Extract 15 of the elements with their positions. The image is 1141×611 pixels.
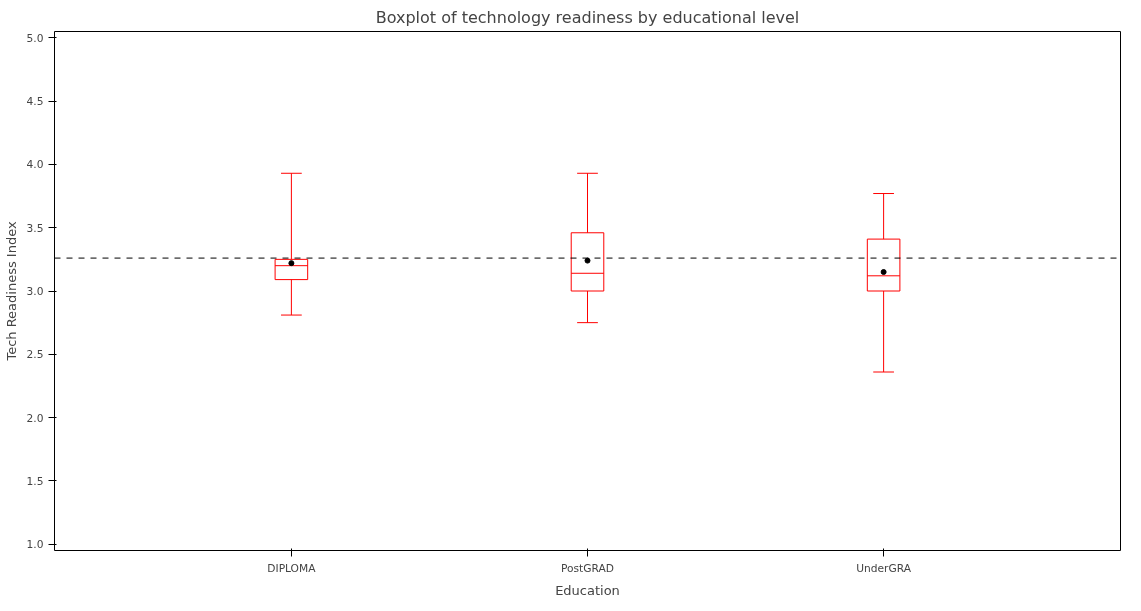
y-tick-label: 4.5 <box>26 95 44 109</box>
y-tick-label: 5.0 <box>26 31 44 45</box>
y-tick-label: 3.5 <box>26 221 44 235</box>
y-tick-label: 1.5 <box>26 474 44 488</box>
x-tick-label: UnderGRA <box>856 561 912 575</box>
x-tick-label: PostGRAD <box>560 561 615 575</box>
y-tick-label: 2.5 <box>26 348 44 362</box>
y-tick-label: 2.0 <box>26 411 44 425</box>
y-tick-label: 3.0 <box>26 285 44 298</box>
y-tick-label: 4.0 <box>26 158 44 172</box>
y-tick-label: 1.0 <box>26 538 44 552</box>
x-tick-label: DIPLOMA <box>267 561 317 575</box>
chart-title: Boxplot of technology readiness by educational level <box>375 7 800 27</box>
x-axis-title: Education <box>555 582 620 598</box>
y-axis-title: Tech Readiness Index <box>3 221 19 362</box>
